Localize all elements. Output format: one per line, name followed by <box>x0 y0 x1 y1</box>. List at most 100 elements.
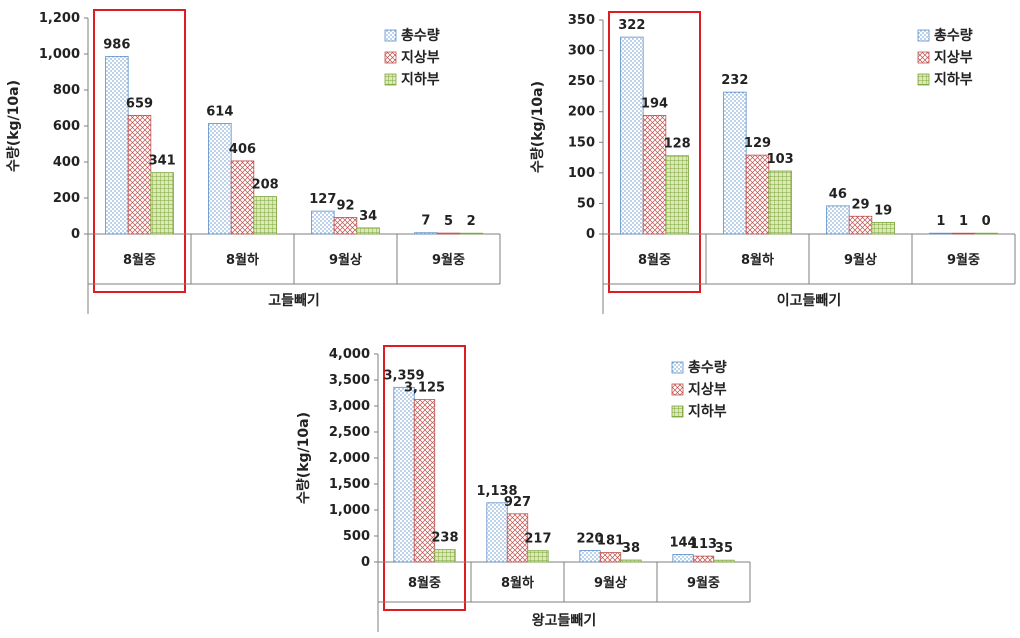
y-axis-title: 수량(kg/10a) <box>530 81 546 173</box>
bar-8월하-지상부 <box>506 513 529 563</box>
x-tick-label: 9월상 <box>329 252 362 268</box>
bar-9월중-지상부 <box>692 555 715 563</box>
data-label: 1,138 <box>476 484 517 499</box>
data-label: 220 <box>576 532 603 547</box>
data-label: 129 <box>744 136 771 151</box>
bar-8월하-총수량 <box>208 123 232 235</box>
y-tick-label: 1,000 <box>39 47 80 62</box>
chart-godeulppaegi: 0 200 400 600 800 1,000 1,200 986 659 341 8월중 614 40… <box>6 9 501 314</box>
legend-label: 지하부 <box>401 71 440 88</box>
bar-8월하-총수량 <box>723 91 747 235</box>
x-tick-label: 8월하 <box>741 252 774 268</box>
y-tick-label: 600 <box>53 119 80 134</box>
legend-label: 총수량 <box>934 28 973 44</box>
bar-9월중-총수량 <box>414 232 438 235</box>
data-label: 19 <box>874 203 892 218</box>
bar-9월상-지상부 <box>333 217 358 235</box>
bar-8월중-총수량 <box>105 56 129 235</box>
x-tick-label: 8월중 <box>123 252 156 268</box>
legend-label: 지상부 <box>688 382 727 398</box>
x-axis-title: 고들빼기 <box>268 293 320 309</box>
data-label: 232 <box>721 73 748 88</box>
y-tick-label: 2,000 <box>329 451 370 466</box>
bar-8월하-지하부 <box>253 196 277 235</box>
legend-label: 총수량 <box>688 360 727 376</box>
bar-8월중-지하부 <box>150 172 174 235</box>
data-label: 29 <box>851 197 869 212</box>
data-label: 181 <box>597 534 624 549</box>
y-tick-label: 250 <box>568 74 595 89</box>
bar-9월중-지상부 <box>951 232 976 235</box>
x-axis-title: 왕고들빼기 <box>532 613 596 629</box>
data-label: 113 <box>690 537 717 552</box>
bar-9월상-지상부 <box>848 215 873 235</box>
bar-9월중-지상부 <box>436 232 461 235</box>
y-tick-label: 400 <box>53 155 80 170</box>
data-label: 0 <box>982 214 991 229</box>
legend-swatch <box>917 51 930 64</box>
bar-9월중-지하부 <box>713 559 735 563</box>
x-tick-label: 8월하 <box>226 252 259 268</box>
legend-label: 지상부 <box>401 50 440 66</box>
data-label: 217 <box>524 532 551 547</box>
data-label: 208 <box>252 178 279 193</box>
y-tick-label: 1,000 <box>329 503 370 518</box>
data-label: 5 <box>444 214 453 229</box>
legend-label: 지하부 <box>688 403 727 420</box>
legend-swatch <box>917 73 930 86</box>
data-label: 1 <box>936 214 945 229</box>
bar-8월하-지상부 <box>745 154 770 235</box>
y-tick-label: 0 <box>71 227 80 242</box>
data-label: 34 <box>359 209 377 224</box>
legend-label: 총수량 <box>401 28 440 44</box>
bar-8월중-지상부 <box>127 114 152 235</box>
y-tick-label: 500 <box>343 529 370 544</box>
data-label: 322 <box>618 18 645 33</box>
legend-label: 지상부 <box>934 50 973 66</box>
bar-9월상-지하부 <box>871 221 895 235</box>
bar-8월하-총수량 <box>486 502 508 563</box>
y-tick-label: 100 <box>568 166 595 181</box>
bar-8월중-지상부 <box>642 114 667 235</box>
highlight-box <box>93 9 186 293</box>
y-tick-label: 2,500 <box>329 425 370 440</box>
y-tick-label: 0 <box>361 555 370 570</box>
data-label: 1 <box>959 214 968 229</box>
bar-9월중-지하부 <box>974 232 998 235</box>
x-tick-label: 8월중 <box>408 575 441 591</box>
data-label: 144 <box>669 536 696 551</box>
bar-9월상-총수량 <box>826 205 850 235</box>
bar-9월상-총수량 <box>311 210 335 235</box>
x-tick-label: 9월중 <box>432 252 465 268</box>
bar-9월상-총수량 <box>579 550 601 563</box>
y-tick-label: 300 <box>568 44 595 59</box>
y-tick-label: 350 <box>568 13 595 28</box>
bar-8월하-지상부 <box>230 160 255 235</box>
data-label: 614 <box>206 104 233 119</box>
x-tick-label: 8월하 <box>501 575 534 591</box>
y-tick-label: 0 <box>586 227 595 242</box>
y-axis-title: 수량(kg/10a) <box>296 412 312 504</box>
data-label: 194 <box>641 96 668 111</box>
highlight-box <box>608 11 701 293</box>
x-tick-label: 9월상 <box>844 252 877 268</box>
x-tick-label: 9월중 <box>947 252 980 268</box>
data-label: 406 <box>229 142 256 157</box>
legend-swatch <box>917 29 930 42</box>
y-tick-label: 3,500 <box>329 373 370 388</box>
bar-8월중-지하부 <box>665 155 689 235</box>
bar-9월중-총수량 <box>929 232 953 235</box>
y-axis-title: 수량(kg/10a) <box>6 80 22 172</box>
data-label: 38 <box>622 541 640 556</box>
chart-wanggodeulppaegi: 0 500 1,000 1,500 2,000 2,500 3,000 3,500 4,000 3… <box>296 345 751 632</box>
y-tick-label: 4,000 <box>329 347 370 362</box>
legend-swatch <box>671 361 684 374</box>
legend-swatch <box>384 29 397 42</box>
y-tick-label: 50 <box>577 196 595 211</box>
bar-8월하-지하부 <box>768 170 792 235</box>
data-label: 659 <box>126 96 153 111</box>
data-label: 2 <box>467 214 476 229</box>
data-label: 927 <box>504 495 531 510</box>
bar-8월중-총수량 <box>620 36 644 235</box>
